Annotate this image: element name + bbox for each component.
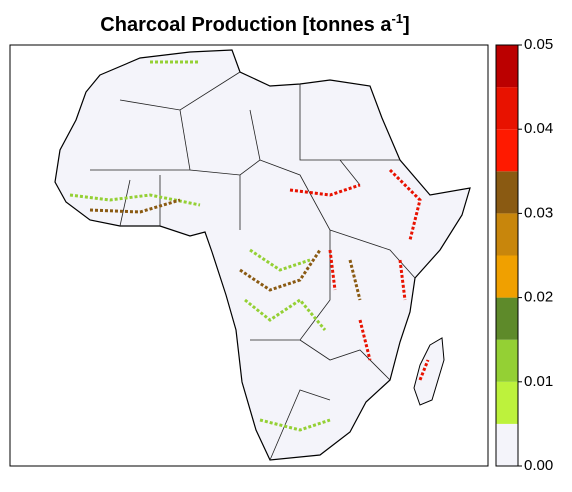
title-text: Charcoal Production [tonnes a (100, 14, 392, 36)
colorbar-tick-label: 0.00 (524, 457, 553, 474)
colorbar-bin (496, 171, 518, 214)
colorbar-tick-label: 0.03 (524, 204, 553, 221)
colorbar-tick-label: 0.01 (524, 373, 553, 390)
country-borders (90, 71, 416, 461)
colorbar-bin (496, 297, 518, 340)
title-end: ] (403, 14, 410, 36)
colorbar-bin (496, 381, 518, 424)
colorbar-bin (496, 423, 518, 466)
colorbar-frame (495, 44, 519, 467)
colorbar-bin (496, 45, 518, 88)
map-title: Charcoal Production [tonnes a-1] (100, 11, 409, 36)
continent-outline (54, 49, 471, 461)
colorbar-tick-label: 0.04 (524, 120, 553, 137)
colorbar-bin (496, 255, 518, 298)
production-pattern (89, 198, 362, 301)
colorbar-bin (496, 213, 518, 256)
production-pattern (289, 168, 430, 381)
title-superscript: -1 (391, 11, 403, 26)
africa (54, 49, 471, 461)
colorbar-tick-label: 0.02 (524, 289, 553, 306)
colorbar-bin (496, 129, 518, 172)
colorbar-tick-label: 0.05 (524, 36, 553, 53)
colorbar-bin (496, 339, 518, 382)
madagascar (413, 337, 445, 406)
production-pattern (69, 60, 331, 432)
colorbar-bin (496, 87, 518, 130)
